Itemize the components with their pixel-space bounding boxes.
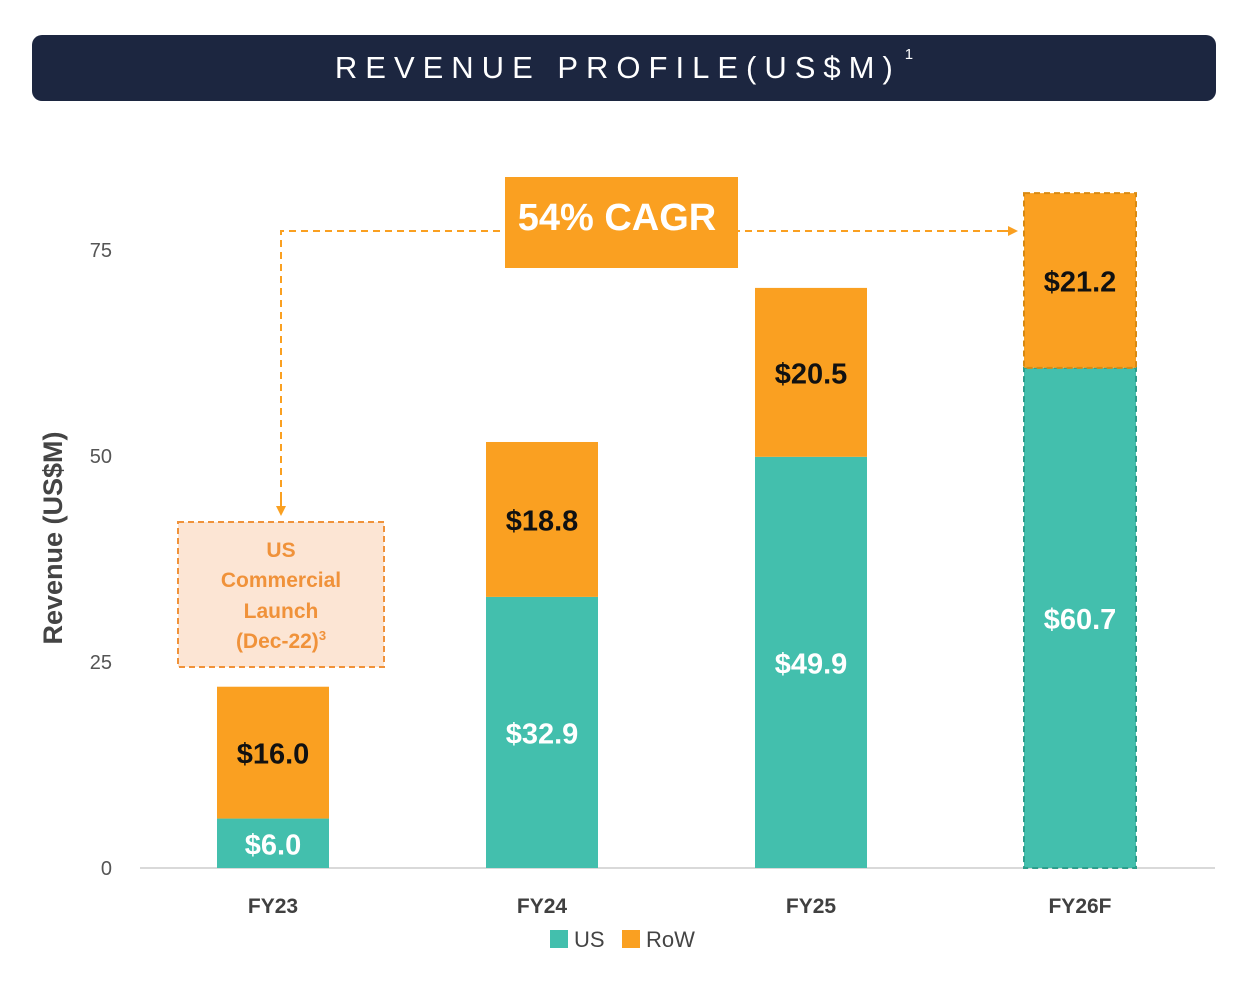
us-value-label: $6.0 [245, 829, 301, 861]
launch-note-footnote: 3 [319, 628, 326, 643]
bar-row-segment [1023, 192, 1137, 369]
bar-us-segment [1023, 366, 1137, 869]
us-value-label: $49.9 [775, 648, 848, 680]
bar-us-segment [486, 596, 598, 868]
chart-title-bar: REVENUE PROFILE(US$M) 1 [32, 35, 1216, 101]
launch-note-line: Launch [244, 600, 319, 623]
x-category-label: FY23 [248, 895, 298, 918]
chart-title: REVENUE PROFILE(US$M) [334, 50, 901, 85]
row-value-label: $16.0 [237, 739, 310, 771]
us-value-label: $32.9 [506, 718, 579, 750]
x-category-label: FY26F [1048, 895, 1111, 918]
x-category-label: FY25 [786, 895, 837, 918]
bar-row-segment [217, 686, 329, 819]
legend-label-row: RoW [646, 927, 695, 952]
launch-note-line: (Dec-22)3 [236, 628, 326, 653]
row-value-label: $21.2 [1044, 266, 1117, 298]
y-tick-label: 0 [101, 858, 112, 880]
legend-swatch-row [622, 930, 640, 948]
launch-note-line: Commercial [221, 569, 341, 592]
cagr-label: 54% CAGR [518, 197, 717, 239]
bar-row-segment [486, 441, 598, 597]
y-tick-label: 50 [90, 446, 112, 468]
legend-swatch-us [550, 930, 568, 948]
cagr-box [505, 177, 738, 268]
legend-label-us: US [574, 927, 605, 952]
bar-us-segment [755, 456, 867, 868]
bar-row-segment [755, 287, 867, 457]
us-value-label: $60.7 [1044, 604, 1117, 636]
y-axis-title: Revenue (US$M) [38, 431, 68, 644]
launch-note-box [177, 521, 385, 668]
launch-note-line: US [266, 539, 295, 562]
x-category-label: FY24 [517, 895, 568, 918]
y-tick-label: 25 [90, 652, 112, 674]
cagr-arrow-path [280, 230, 1012, 511]
bar-us-segment [217, 818, 329, 868]
y-tick-label: 75 [90, 240, 112, 262]
title-footnote: 1 [904, 45, 914, 63]
row-value-label: $18.8 [506, 505, 579, 537]
row-value-label: $20.5 [775, 358, 848, 390]
